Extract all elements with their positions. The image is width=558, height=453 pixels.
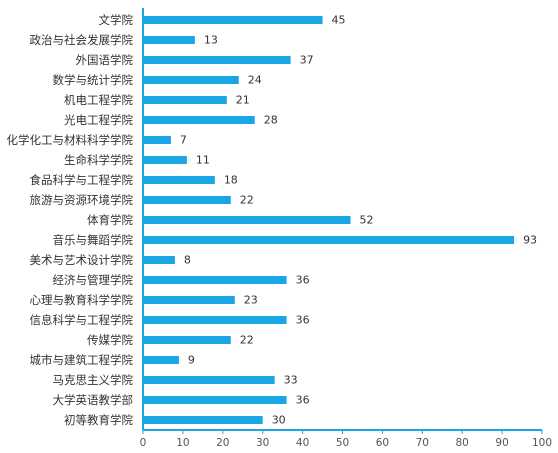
category-label: 美术与艺术设计学院 xyxy=(30,253,134,267)
bar xyxy=(143,176,215,184)
bar xyxy=(143,336,231,344)
category-label: 初等教育学院 xyxy=(64,413,133,427)
x-tick-label: 0 xyxy=(140,437,147,449)
data-label: 33 xyxy=(284,374,298,387)
bar xyxy=(143,36,195,44)
bar xyxy=(143,256,175,264)
category-label: 光电工程学院 xyxy=(64,113,133,127)
bar xyxy=(143,356,179,364)
data-label: 18 xyxy=(224,174,238,187)
data-label: 13 xyxy=(204,34,218,47)
category-label: 机电工程学院 xyxy=(64,93,133,107)
data-label: 36 xyxy=(296,274,310,287)
data-label: 22 xyxy=(240,334,254,347)
data-label: 30 xyxy=(272,414,286,427)
data-label: 37 xyxy=(300,54,314,67)
category-label: 信息科学与工程学院 xyxy=(30,313,134,327)
bar xyxy=(143,216,351,224)
category-label: 体育学院 xyxy=(87,213,133,227)
category-label: 大学英语教学部 xyxy=(53,393,134,407)
category-label: 经济与管理学院 xyxy=(53,273,134,287)
category-label: 化学化工与材料科学学院 xyxy=(7,133,134,147)
x-tick-label: 40 xyxy=(296,437,309,449)
bar xyxy=(143,276,287,284)
bar xyxy=(143,76,239,84)
bar xyxy=(143,416,263,424)
category-label: 传媒学院 xyxy=(87,333,133,347)
bar xyxy=(143,296,235,304)
x-axis-ticks: 0 10 20 30 40 50 60 70 80 90 100 xyxy=(140,430,552,449)
bar xyxy=(143,116,255,124)
category-label: 音乐与舞蹈学院 xyxy=(53,233,134,247)
data-label: 45 xyxy=(332,14,346,27)
data-label: 9 xyxy=(188,354,195,367)
data-label: 93 xyxy=(523,234,537,247)
category-label: 食品科学与工程学院 xyxy=(30,173,134,187)
bar xyxy=(143,396,287,404)
data-label: 22 xyxy=(240,194,254,207)
bar xyxy=(143,316,287,324)
data-label: 21 xyxy=(236,94,250,107)
x-tick-label: 20 xyxy=(216,437,229,449)
data-label: 36 xyxy=(296,314,310,327)
bar xyxy=(143,136,171,144)
x-tick-label: 100 xyxy=(532,437,552,449)
bar xyxy=(143,96,227,104)
x-tick-label: 50 xyxy=(336,437,349,449)
category-label: 数学与统计学院 xyxy=(53,73,134,87)
data-label: 11 xyxy=(196,154,210,167)
category-label: 外国语学院 xyxy=(76,53,134,67)
data-label: 36 xyxy=(296,394,310,407)
category-label: 马克思主义学院 xyxy=(53,373,134,387)
bar xyxy=(143,236,515,244)
x-tick-label: 70 xyxy=(416,437,429,449)
data-label: 7 xyxy=(180,134,187,147)
x-tick-label: 80 xyxy=(456,437,469,449)
bar xyxy=(143,376,275,384)
bar xyxy=(143,196,231,204)
category-label: 文学院 xyxy=(99,13,134,27)
data-label: 23 xyxy=(244,294,258,307)
category-labels: 文学院政治与社会发展学院外国语学院数学与统计学院机电工程学院光电工程学院化学化工… xyxy=(7,13,134,427)
category-label: 政治与社会发展学院 xyxy=(30,33,134,47)
bar xyxy=(143,156,187,164)
x-tick-label: 10 xyxy=(176,437,189,449)
bars-group xyxy=(143,16,515,424)
category-label: 旅游与资源环境学院 xyxy=(30,193,134,207)
category-label: 生命科学学院 xyxy=(64,153,133,167)
x-tick-label: 90 xyxy=(495,437,508,449)
category-label: 心理与教育科学学院 xyxy=(30,293,134,307)
bar xyxy=(143,16,323,24)
x-tick-label: 30 xyxy=(256,437,269,449)
data-label: 24 xyxy=(248,74,262,87)
category-label: 城市与建筑工程学院 xyxy=(30,353,134,367)
x-tick-label: 60 xyxy=(376,437,389,449)
data-label: 28 xyxy=(264,114,278,127)
bar xyxy=(143,56,291,64)
data-label: 8 xyxy=(184,254,191,267)
data-label: 52 xyxy=(359,214,373,227)
